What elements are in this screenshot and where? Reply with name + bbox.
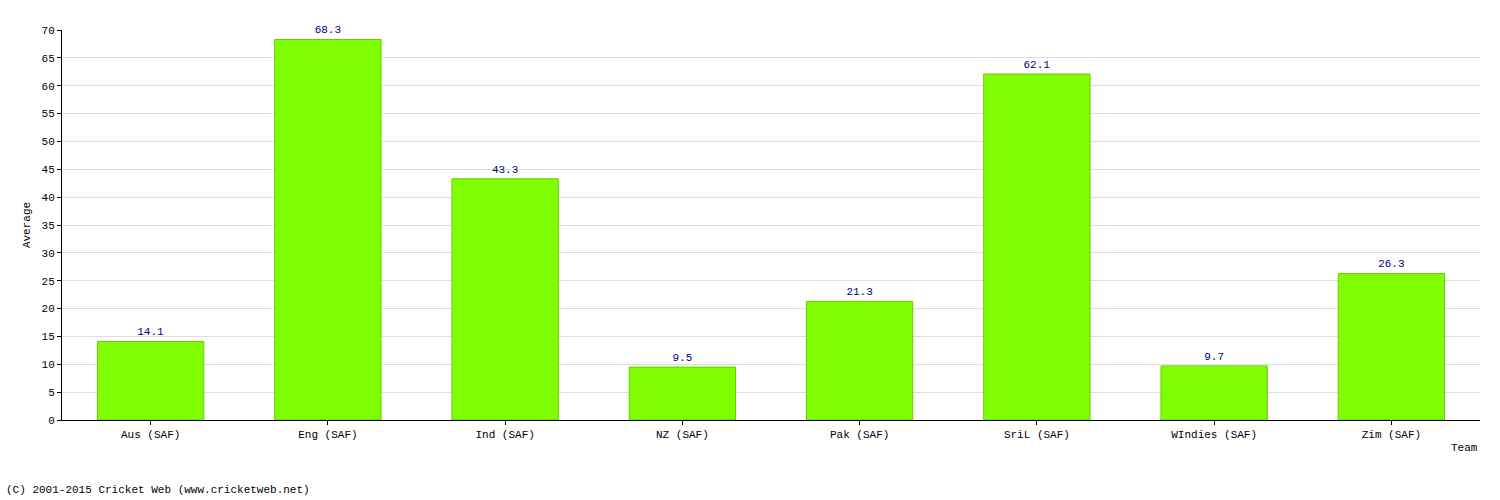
svg-text:45: 45: [42, 164, 55, 176]
svg-text:30: 30: [42, 248, 55, 260]
svg-text:70: 70: [42, 25, 55, 37]
svg-text:10: 10: [42, 359, 55, 371]
svg-text:0: 0: [48, 415, 55, 427]
svg-text:14.1: 14.1: [137, 326, 164, 338]
svg-text:9.7: 9.7: [1204, 351, 1224, 363]
svg-text:50: 50: [42, 136, 55, 148]
svg-text:68.3: 68.3: [315, 24, 341, 36]
svg-text:Eng (SAF): Eng (SAF): [298, 429, 357, 441]
svg-text:Pak (SAF): Pak (SAF): [830, 429, 889, 441]
svg-text:21.3: 21.3: [846, 286, 872, 298]
svg-text:35: 35: [42, 220, 55, 232]
svg-text:20: 20: [42, 303, 55, 315]
svg-text:60: 60: [42, 81, 55, 93]
svg-text:Team: Team: [1451, 442, 1478, 454]
svg-text:Zim (SAF): Zim (SAF): [1362, 429, 1421, 441]
svg-text:65: 65: [42, 53, 55, 65]
svg-text:Aus (SAF): Aus (SAF): [121, 429, 180, 441]
svg-text:25: 25: [42, 276, 55, 288]
svg-text:(C) 2001-2015 Cricket Web (www: (C) 2001-2015 Cricket Web (www.cricketwe…: [6, 484, 310, 496]
svg-text:40: 40: [42, 192, 55, 204]
svg-text:Ind (SAF): Ind (SAF): [475, 429, 534, 441]
svg-text:SriL (SAF): SriL (SAF): [1004, 429, 1070, 441]
svg-text:26.3: 26.3: [1378, 258, 1404, 270]
svg-text:NZ (SAF): NZ (SAF): [656, 429, 709, 441]
svg-text:5: 5: [48, 387, 55, 399]
svg-text:WIndies (SAF): WIndies (SAF): [1171, 429, 1257, 441]
svg-text:Average: Average: [21, 202, 33, 248]
svg-text:55: 55: [42, 108, 55, 120]
svg-text:43.3: 43.3: [492, 164, 518, 176]
svg-text:62.1: 62.1: [1023, 59, 1050, 71]
svg-text:15: 15: [42, 331, 55, 343]
svg-text:9.5: 9.5: [672, 352, 692, 364]
